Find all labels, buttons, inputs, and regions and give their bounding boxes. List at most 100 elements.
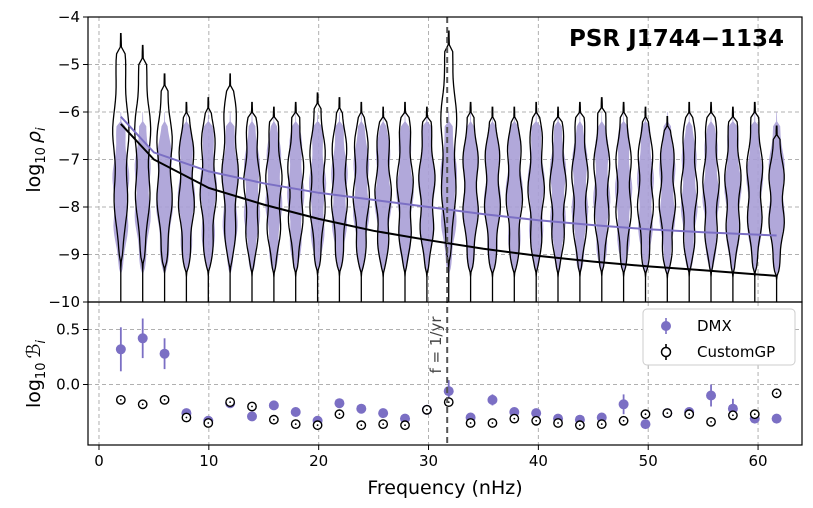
customgp-point-center <box>535 419 538 422</box>
customgp-violin <box>615 101 632 302</box>
dmx-point <box>706 390 717 401</box>
dmx-point <box>115 344 126 355</box>
customgp-violin <box>768 125 785 302</box>
customgp-violin <box>134 44 152 302</box>
dmx-violin <box>768 112 785 302</box>
bottom-y-ticks: 0.5 0.0 <box>56 321 88 394</box>
customgp-violin <box>330 97 349 302</box>
dmx-violin <box>221 112 239 302</box>
customgp-violin <box>680 101 699 302</box>
customgp-violin <box>243 101 261 302</box>
bot-ylabel-sym: ℬ <box>23 344 45 359</box>
customgp-violin <box>287 101 305 302</box>
dmx-point <box>137 333 148 344</box>
customgp-point-center <box>557 422 559 424</box>
customgp-point-center <box>338 413 341 416</box>
dmx-violin <box>309 112 327 302</box>
top-y-tick-label: −7 <box>58 151 80 169</box>
customgp-point-center <box>185 416 188 419</box>
bot-ylabel-sub: 10 <box>34 363 49 380</box>
top-ylabel-idx: i <box>34 127 49 131</box>
dmx-violin <box>549 112 567 302</box>
customgp-violin <box>221 73 239 302</box>
dmx-point <box>159 348 170 359</box>
x-tick-label: 40 <box>529 452 548 470</box>
x-tick-label: 20 <box>309 452 328 470</box>
customgp-point-center <box>382 423 385 425</box>
customgp-violin <box>374 106 393 302</box>
dmx-violin <box>287 112 305 302</box>
customgp-violin <box>636 106 655 302</box>
customgp-point-center <box>163 399 166 401</box>
dmx-point <box>378 408 389 419</box>
dmx-violin <box>746 112 764 302</box>
customgp-violin <box>724 106 742 302</box>
x-tick-label: 60 <box>749 452 768 470</box>
violins <box>112 30 785 302</box>
bottom-y-tick-label: 0.5 <box>56 321 80 339</box>
dmx-violin <box>353 112 370 302</box>
customgp-violin <box>418 106 436 302</box>
customgp-violin <box>593 97 611 302</box>
customgp-point-center <box>732 414 734 417</box>
legend-dmx-marker <box>661 321 671 331</box>
bottom-axes-frame <box>87 301 803 446</box>
customgp-violin <box>549 106 567 302</box>
top-y-axis-label: log10 ρi <box>23 127 49 193</box>
customgp-violin <box>396 101 414 302</box>
top-y-tick-label: −4 <box>58 8 80 26</box>
legend-customgp-label: CustomGP <box>697 343 775 361</box>
dmx-point <box>531 408 542 419</box>
customgp-point-center <box>272 418 275 421</box>
dmx-point <box>443 386 454 397</box>
customgp-point-center <box>710 421 712 423</box>
top-ylabel-sym: ρ <box>23 131 45 143</box>
dmx-violin <box>134 112 151 302</box>
customgp-violin <box>352 101 371 302</box>
x-ticks: 0 10 20 30 40 50 60 <box>94 445 768 470</box>
dmx-point <box>247 411 258 422</box>
x-tick-label: 0 <box>94 452 104 470</box>
top-y-tick-label: −6 <box>58 103 80 121</box>
top-y-tick-label: −8 <box>58 198 80 216</box>
dmx-violin <box>396 112 414 302</box>
x-tick-label: 10 <box>199 452 218 470</box>
customgp-point-center <box>316 424 319 427</box>
dmx-point <box>290 407 301 417</box>
customgp-violin <box>440 30 458 302</box>
dmx-violin <box>462 112 479 302</box>
customgp-violin <box>199 97 218 302</box>
dmx-point <box>771 413 782 424</box>
x-tick-label: 30 <box>419 452 438 470</box>
dmx-point <box>268 400 279 411</box>
top-ylabel-sub: 10 <box>34 147 49 164</box>
dmx-violin <box>637 112 654 302</box>
customgp-curve <box>120 123 777 277</box>
dmx-violin <box>199 112 217 302</box>
bot-ylabel-base: log <box>23 379 45 408</box>
top-panel: −4 −5 −6 −7 −8 −9 −10 PSR J1744−1134 log10 ρi <box>23 8 802 311</box>
customgp-violin <box>505 106 524 302</box>
dmx-violin <box>112 112 130 302</box>
bottom-points <box>115 318 782 431</box>
bottom-y-axis-label: log10 ℬi <box>23 340 49 408</box>
top-curves <box>120 116 777 277</box>
customgp-violin <box>527 101 546 302</box>
dmx-point <box>334 398 345 409</box>
customgp-point-center <box>229 401 232 403</box>
bot-ylabel-idx: i <box>34 340 49 344</box>
legend-dmx-label: DMX <box>697 317 732 335</box>
customgp-point-center <box>491 422 494 424</box>
x-tick-label: 50 <box>639 452 658 470</box>
customgp-point-center <box>119 399 122 401</box>
customgp-violin <box>156 73 173 302</box>
chart-title: PSR J1744−1134 <box>569 26 784 52</box>
customgp-violin <box>483 106 502 302</box>
customgp-point-center <box>207 422 210 424</box>
dmx-violin <box>615 112 633 302</box>
customgp-violin <box>462 101 479 302</box>
customgp-violin <box>265 106 283 302</box>
customgp-violin <box>177 101 195 302</box>
customgp-point-center <box>425 408 428 411</box>
